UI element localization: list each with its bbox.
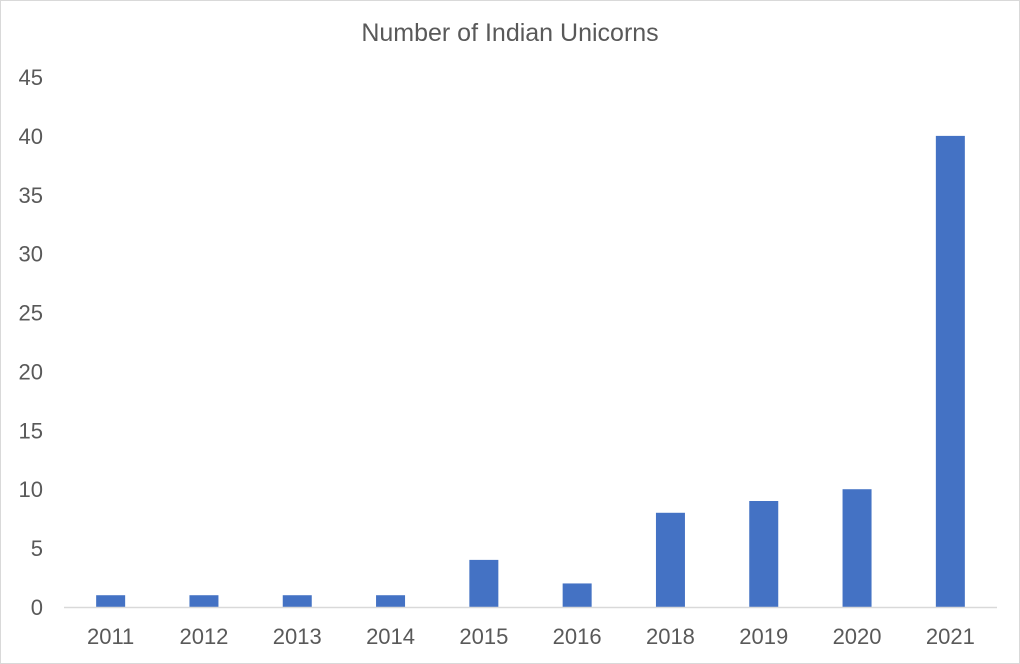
x-tick-label: 2011 <box>87 624 134 649</box>
y-tick-label: 0 <box>31 595 43 620</box>
bar-2011 <box>96 595 126 607</box>
bar-2015 <box>469 559 499 607</box>
bar-2018 <box>655 512 685 607</box>
y-tick-label: 20 <box>19 359 43 384</box>
x-tick-label: 2019 <box>739 624 788 649</box>
bar-2012 <box>189 595 219 607</box>
bar-2014 <box>376 595 406 607</box>
y-tick-label: 10 <box>19 477 43 502</box>
bar-2019 <box>749 501 779 607</box>
x-tick-label: 2016 <box>553 624 602 649</box>
bar-2013 <box>282 595 312 607</box>
y-tick-label: 30 <box>19 242 43 267</box>
bar-2020 <box>842 489 872 607</box>
x-tick-label: 2021 <box>926 624 975 649</box>
x-tick-label: 2020 <box>833 624 882 649</box>
x-tick-label: 2015 <box>459 624 508 649</box>
y-tick-label: 40 <box>19 124 43 149</box>
y-tick-label: 25 <box>19 301 43 326</box>
x-tick-label: 2014 <box>366 624 415 649</box>
x-tick-label: 2012 <box>179 624 228 649</box>
bars <box>96 135 965 607</box>
x-axis-ticks: 2011 2012 2013 2014 2015 2016 2018 2019 2020 2021 <box>87 624 975 649</box>
x-tick-label: 2018 <box>646 624 695 649</box>
bar-2016 <box>562 583 592 607</box>
y-tick-label: 5 <box>31 536 43 561</box>
y-tick-label: 45 <box>19 65 43 90</box>
y-tick-label: 15 <box>19 418 43 443</box>
y-axis-ticks: 0 5 10 15 20 25 30 35 40 45 <box>19 65 43 620</box>
x-tick-label: 2013 <box>273 624 322 649</box>
chart-title: Number of Indian Unicorns <box>361 19 659 47</box>
y-tick-label: 35 <box>19 183 43 208</box>
bar-2021 <box>935 135 965 607</box>
